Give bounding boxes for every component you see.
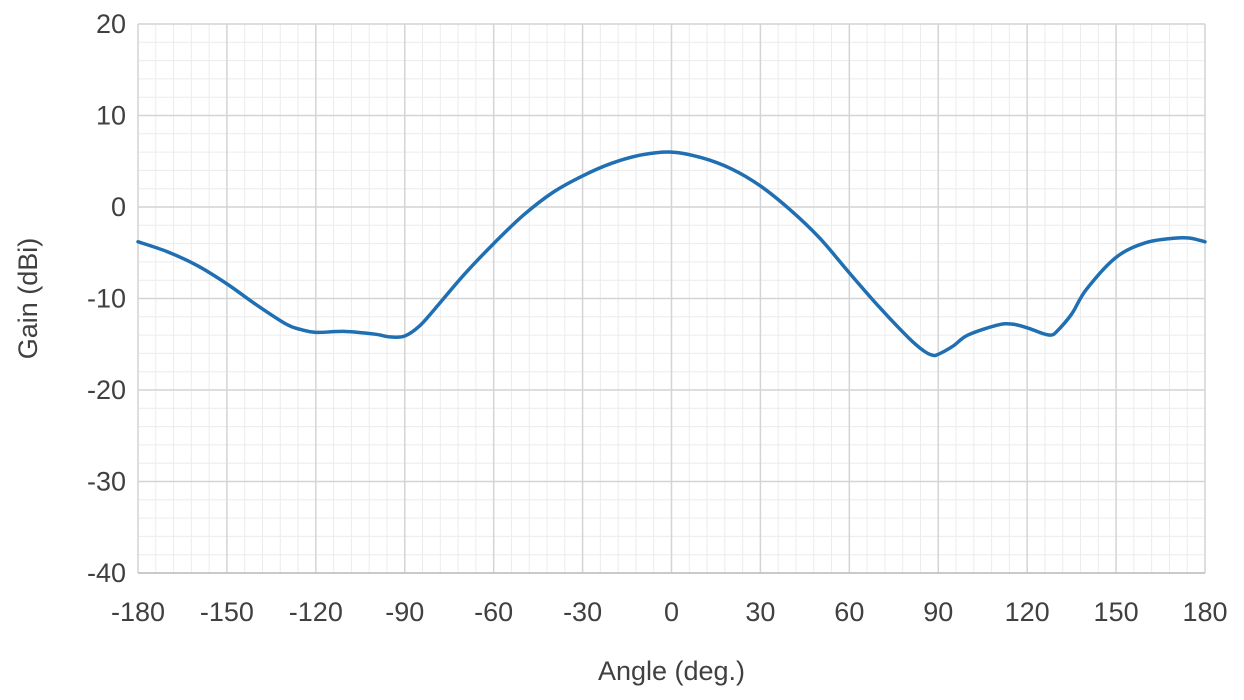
- major-grid: [137, 23, 1206, 574]
- gain-series-line: [136, 150, 1207, 358]
- x-tick-labels: -180 -150 -120 -90 -60 -30 0 30 60 90 120 150 180: [111, 597, 1228, 627]
- y-tick-label: 0: [111, 192, 126, 222]
- y-tick-labels: -40 -30 -20 -10 0 10 20: [87, 9, 126, 588]
- y-tick-label: -20: [87, 375, 126, 405]
- x-tick-label: 60: [834, 597, 864, 627]
- y-tick-label: -30: [87, 467, 126, 497]
- x-tick-label: -30: [563, 597, 602, 627]
- y-tick-label: 20: [96, 9, 126, 39]
- x-tick-label: -60: [474, 597, 513, 627]
- y-tick-label: 10: [96, 101, 126, 131]
- y-tick-label: -10: [87, 284, 126, 314]
- x-tick-label: -150: [200, 597, 254, 627]
- x-tick-label: -120: [289, 597, 343, 627]
- x-tick-label: 0: [664, 597, 679, 627]
- x-tick-label: 90: [923, 597, 953, 627]
- x-tick-label: 120: [1005, 597, 1050, 627]
- x-tick-label: 30: [745, 597, 775, 627]
- x-tick-label: -90: [385, 597, 424, 627]
- plot-lines: [136, 150, 1207, 358]
- y-tick-label: -40: [87, 558, 126, 588]
- x-axis-title: Angle (deg.): [598, 656, 745, 686]
- x-tick-label: 180: [1182, 597, 1227, 627]
- y-axis-title: Gain (dBi): [13, 238, 43, 360]
- x-tick-label: -180: [111, 597, 165, 627]
- x-tick-label: 150: [1094, 597, 1139, 627]
